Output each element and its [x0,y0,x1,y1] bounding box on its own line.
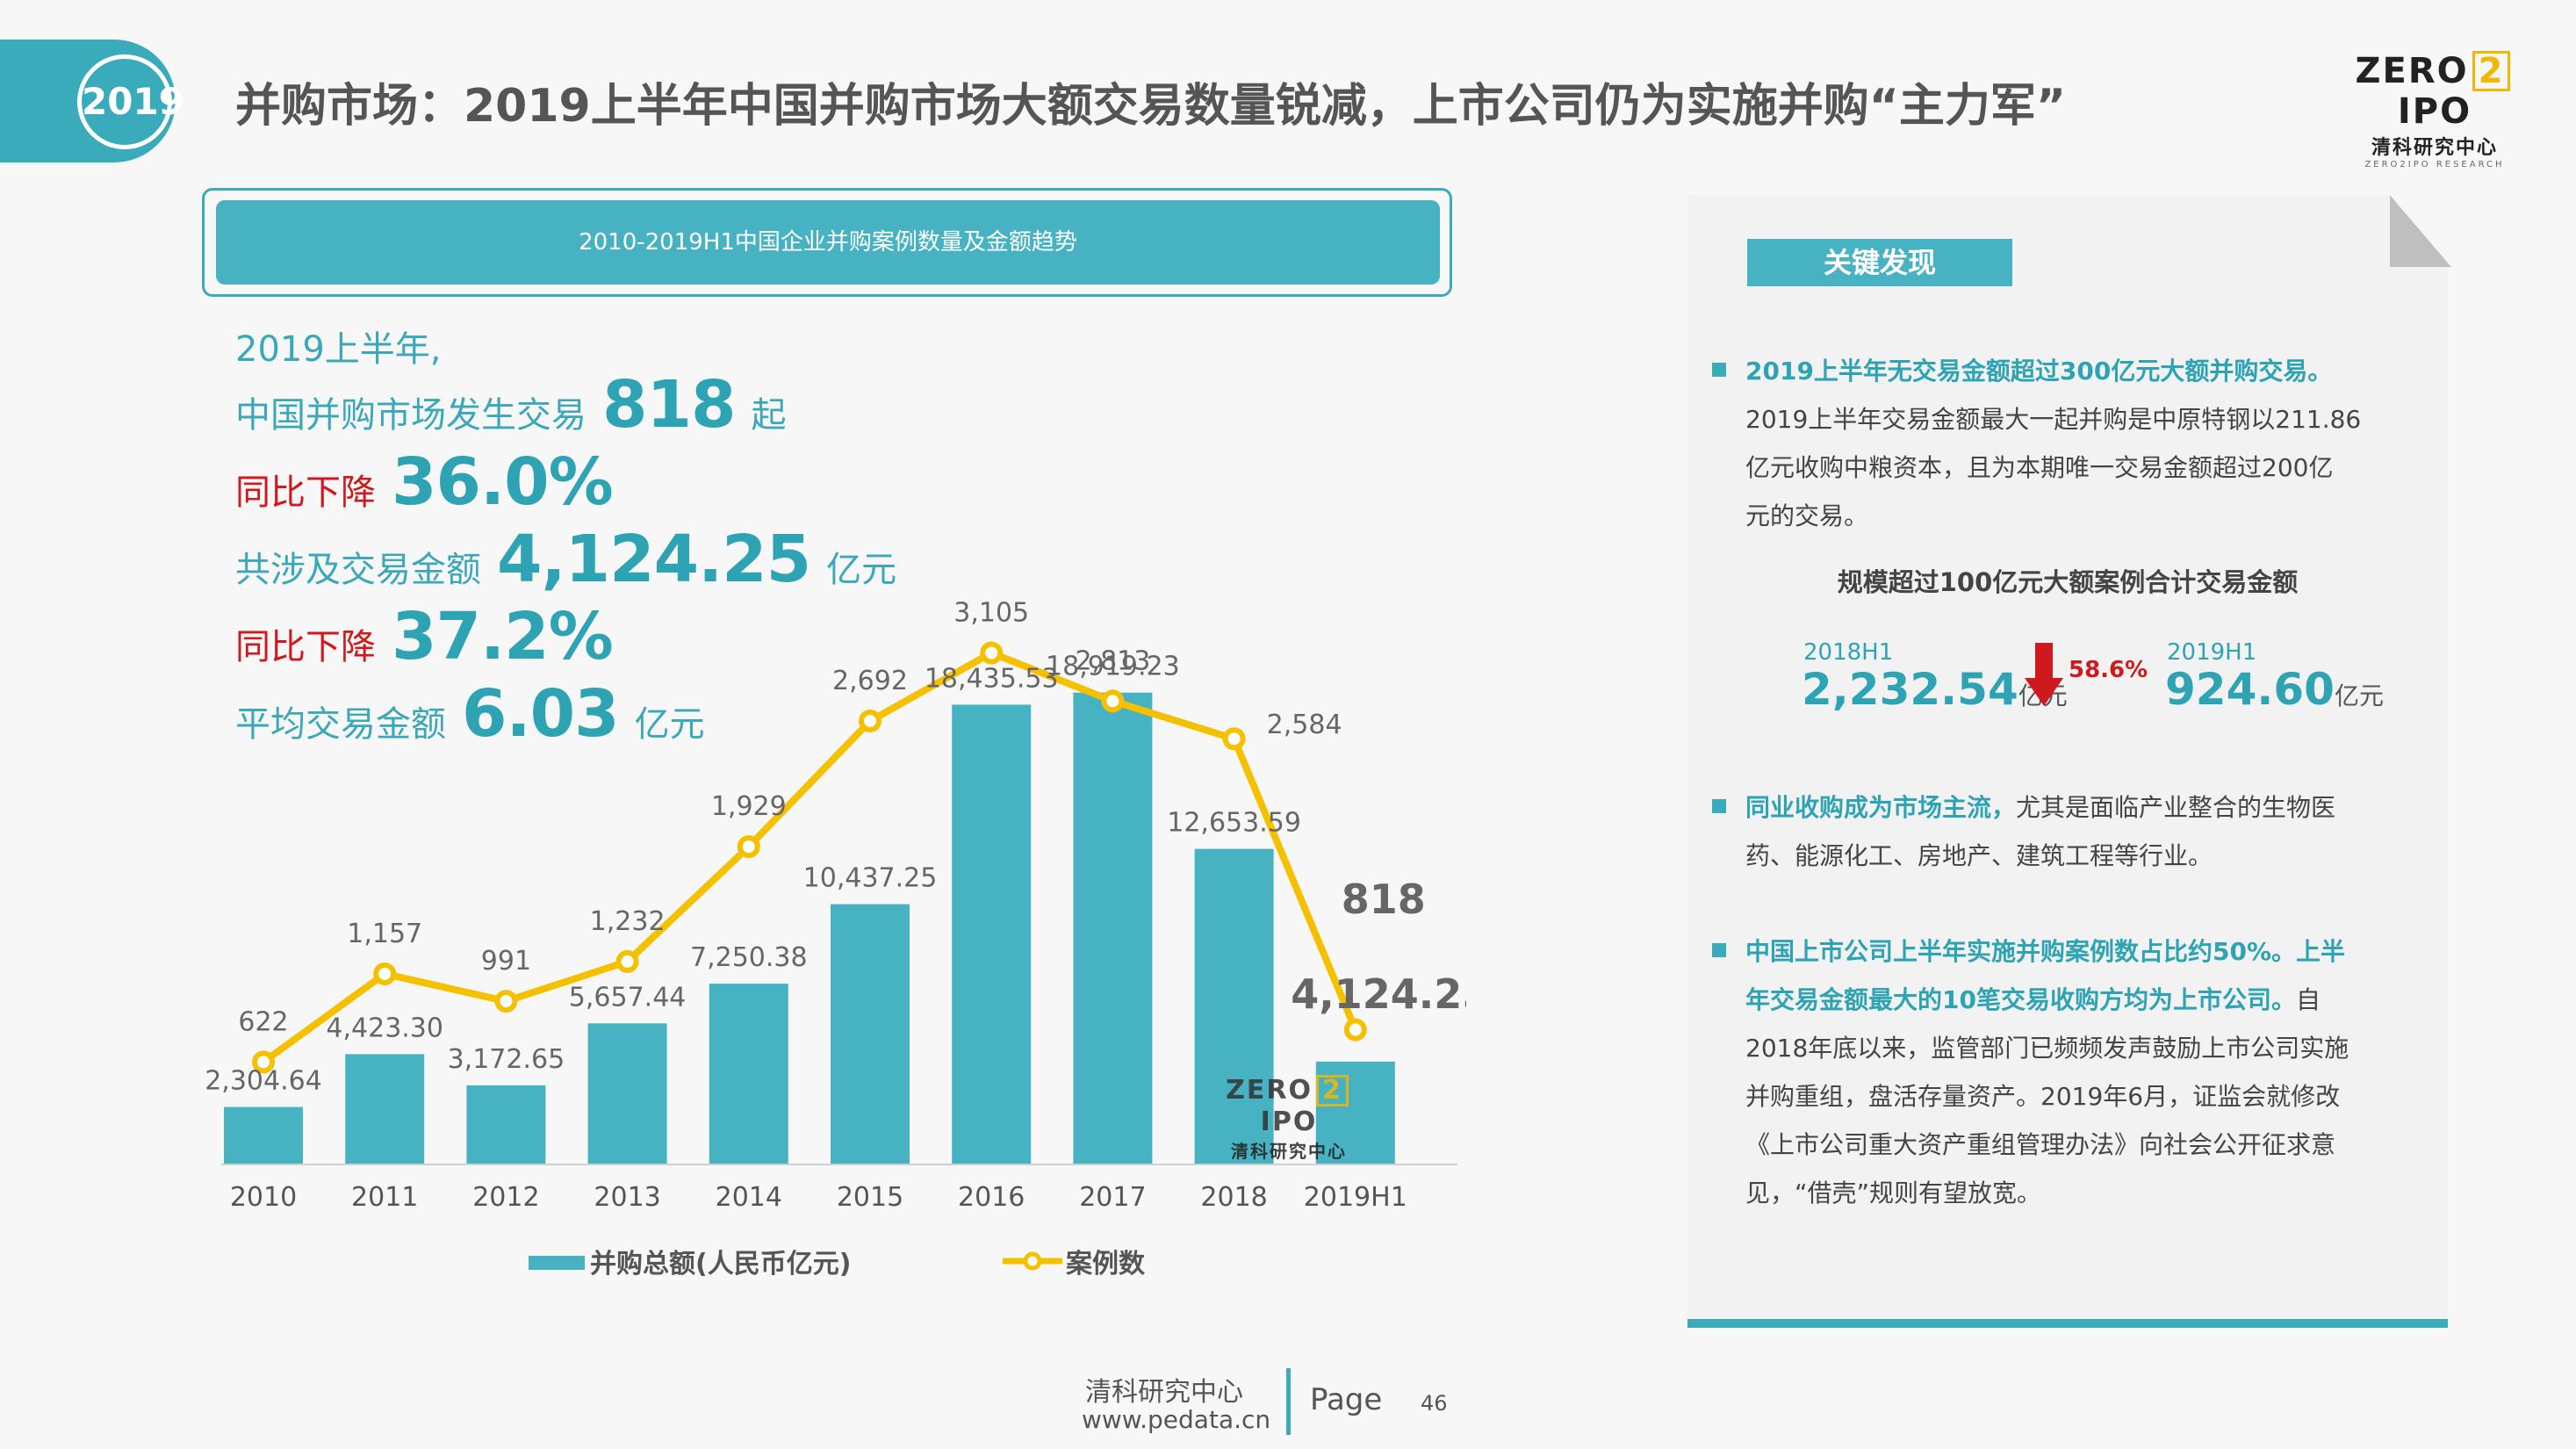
compare-change-percent: 58.6% [2069,657,2148,683]
x-tick-label: 2016 [958,1182,1025,1213]
bar-2010 [224,1107,303,1164]
cases-point-2013 [615,949,639,973]
x-tick-label: 2019H1 [1304,1182,1407,1213]
chart-watermark-logo: ZERO 2IPO 清科研究中心 [1226,1075,1349,1162]
bar-value-label: 4,124.25 [1291,970,1466,1018]
line-value-label: 991 [481,946,531,977]
bar-value-label: 5,657.44 [569,982,687,1013]
cases-point-2016 [980,641,1004,665]
bar-value-label: 18,435.53 [925,663,1059,694]
page-title: 并购市场：2019上半年中国并购市场大额交易数量锐减，上市公司仍为实施并购“主力… [235,80,2067,133]
footer-org: 清科研究中心 [1085,1377,1243,1408]
cases-point-2011 [373,962,397,985]
bar-2011 [345,1054,425,1164]
bar-value-label: 4,423.30 [326,1013,443,1043]
cases-point-2019H1 [1343,1018,1367,1042]
x-tick-label: 2011 [351,1182,418,1213]
x-tick-label: 2010 [230,1182,297,1213]
cases-point-2015 [859,709,881,732]
bar-2019H1 [1315,1061,1395,1164]
footer-page-label: Page [1310,1382,1383,1417]
highlight-deals: 中国并购市场发生交易 818 起 [235,367,787,443]
line-value-label: 622 [238,1006,288,1037]
cases-point-2010 [252,1050,275,1074]
compare-value-2: 924.60亿元 [2165,664,2384,715]
legend-line-marker [1023,1251,1042,1271]
line-value-label: 2,692 [832,666,908,696]
line-value-label: 1,929 [711,791,787,822]
finding-3: 中国上市公司上半年实施并购案例数占比约50%。上半 年交易金额最大的10笔交易收… [1707,927,2409,1217]
footer-page-number: 46 [1421,1391,1448,1416]
key-findings-title: 关键发现 [1747,239,2012,286]
year-badge: 2019 [77,54,184,149]
cases-point-2017 [1101,689,1125,713]
finding-1: 2019上半年无交易金额超过300亿元大额并购交易。 2019上半年交易金额最大… [1707,347,2409,540]
cases-point-2014 [737,835,760,859]
bar-value-label: 7,250.38 [690,942,808,973]
chart-banner-frame [202,188,1452,297]
line-value-label: 818 [1342,876,1426,923]
line-value-label: 3,105 [953,598,1029,629]
bar-2012 [466,1085,546,1164]
chart-title-banner: 2010-2019H1中国企业并购案例数量及金额趋势 [216,200,1440,285]
bar-2016 [952,704,1032,1164]
bar-2017 [1073,692,1153,1164]
bar-value-label: 10,437.25 [803,863,938,894]
bar-value-label: 18,919.23 [1046,652,1180,682]
x-tick-label: 2014 [716,1182,782,1213]
down-arrow-icon [2025,643,2063,706]
footer-divider [1286,1368,1291,1435]
bullet-square-icon [1712,799,1726,813]
compare-year-1: 2018H1 [1803,639,1894,666]
line-value-label: 1,232 [590,906,666,937]
zero2ipo-logo: ZERO 2IPO 清科研究中心 ZERO2IPO RESEARCH [2335,51,2534,169]
bar-2013 [587,1023,667,1164]
legend-line-label: 案例数 [1066,1249,1146,1280]
x-tick-label: 2012 [472,1182,539,1213]
legend-bar-swatch [529,1256,585,1270]
bar-2015 [831,904,910,1164]
footer-url: www.pedata.cn [1082,1405,1271,1434]
bar-2014 [709,984,788,1164]
bullet-square-icon [1712,363,1726,377]
cases-point-2018 [1222,727,1246,751]
highlight-amount-change: 同比下降 37.2% [235,599,614,674]
bar-value-label: 12,653.59 [1167,808,1301,839]
highlight-average: 平均交易金额 6.03 亿元 [235,676,705,752]
cases-line [261,649,1359,1065]
line-value-label: 2,813 [1075,645,1150,676]
line-value-label: 1,157 [347,919,422,949]
x-tick-label: 2015 [837,1182,903,1213]
panel-bottom-rule [1687,1319,2448,1328]
large-deals-subtitle: 规模超过100亿元大额案例合计交易金额 [1837,567,2299,597]
cases-point-2012 [494,990,518,1013]
legend-bar-label: 并购总额(人民币亿元) [590,1249,851,1280]
bullet-square-icon [1712,943,1726,957]
finding-2: 同业收购成为市场主流，尤其是面临产业整合的生物医 药、能源化工、房地产、建筑工程… [1707,783,2409,880]
key-findings-panel [1687,195,2448,1328]
highlight-amount: 共涉及交易金额 4,124.25 亿元 [235,522,897,597]
bar-2018 [1194,848,1274,1164]
page-fold-icon [2390,195,2451,267]
compare-year-2: 2019H1 [2167,639,2257,666]
bar-value-label: 2,304.64 [205,1066,322,1097]
highlight-deals-change: 同比下降 36.0% [235,444,614,520]
mna-trend-chart: 2,304.644,423.303,172.655,657.447,250.38… [205,598,1466,1280]
line-value-label: 2,584 [1267,710,1342,740]
x-tick-label: 2013 [594,1182,660,1213]
bar-value-label: 3,172.65 [448,1044,565,1075]
x-tick-label: 2018 [1200,1182,1267,1213]
highlight-line-1: 2019上半年, [235,329,442,370]
x-tick-label: 2017 [1079,1182,1146,1213]
